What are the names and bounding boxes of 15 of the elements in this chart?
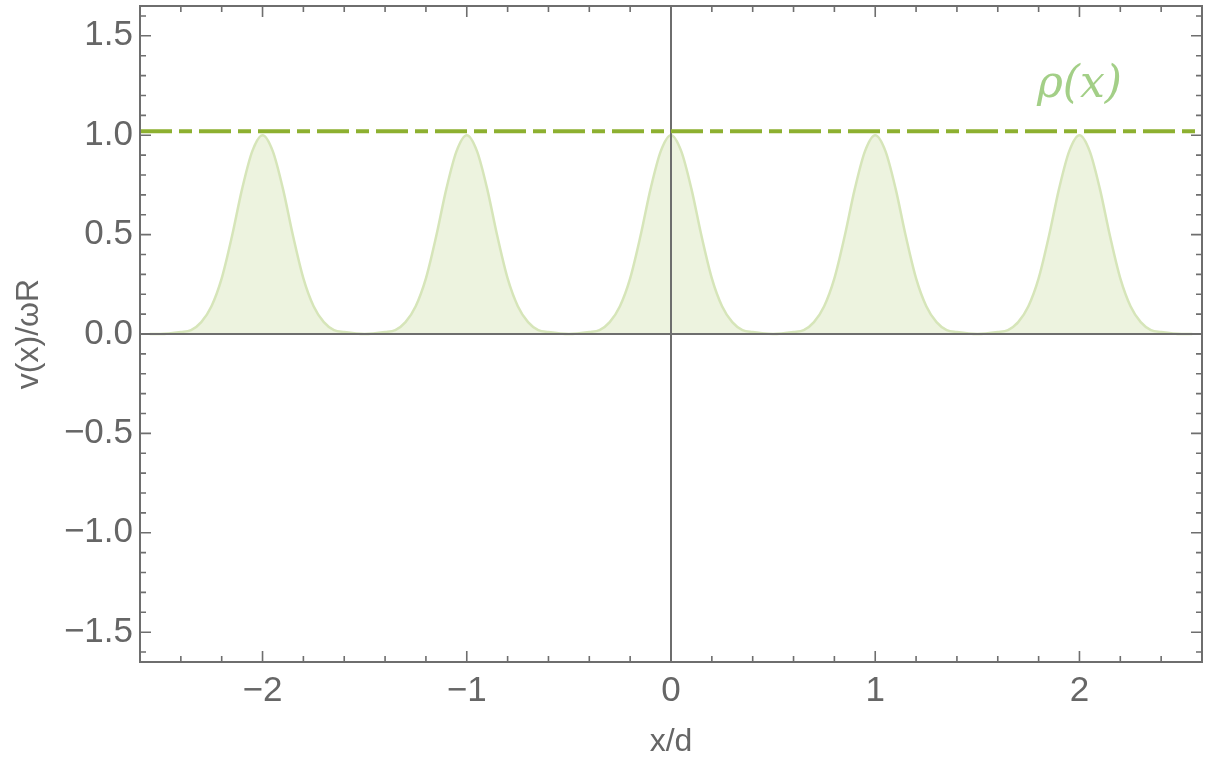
x-tick-label: 2	[1069, 668, 1090, 708]
y-tick-label: 0.5	[84, 212, 133, 252]
series-label: ρ(x)	[1035, 56, 1122, 108]
x-axis-title: x/d	[649, 721, 693, 758]
y-tick-label: −1.5	[63, 609, 133, 649]
x-tick-label: −1	[446, 668, 487, 708]
y-tick-label: 1.0	[84, 112, 133, 152]
y-tick-label: 1.5	[84, 13, 133, 53]
y-tick-label: −1.0	[63, 510, 133, 550]
y-axis-title: v(x)/ωR	[9, 278, 46, 390]
y-tick-label: −0.5	[63, 411, 133, 451]
y-tick-label: 0.0	[84, 311, 133, 351]
x-tick-label: 0	[661, 668, 681, 708]
x-tick-label: −2	[242, 668, 283, 708]
x-tick-label: 1	[865, 668, 885, 708]
